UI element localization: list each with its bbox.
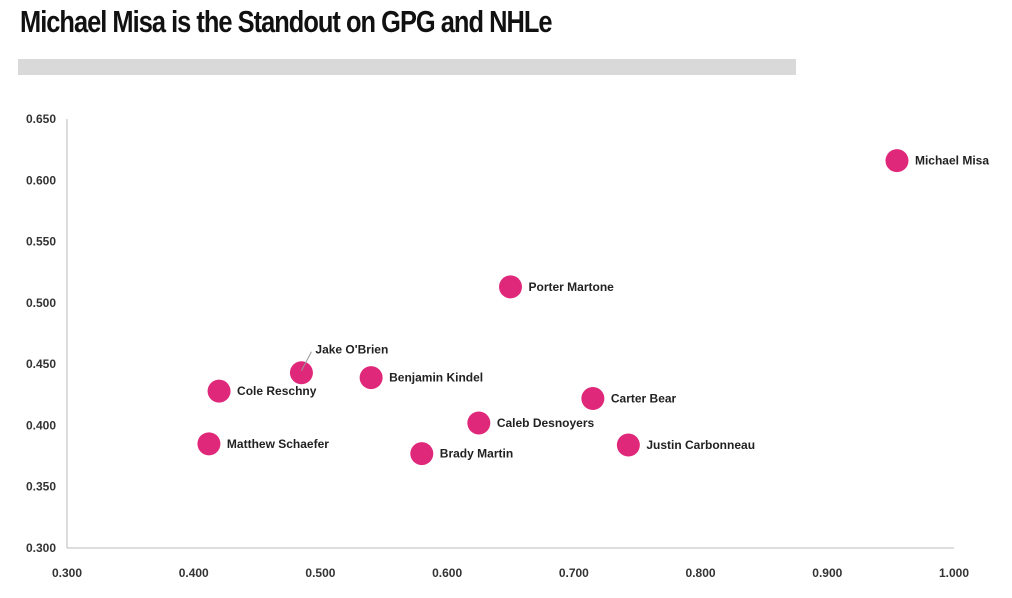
point-label: Carter Bear (611, 391, 677, 405)
data-point: Matthew Schaefer (197, 432, 329, 456)
point-label: Benjamin Kindel (389, 371, 483, 385)
data-point: Jake O'Brien (289, 343, 388, 385)
point-label: Porter Martone (529, 280, 615, 294)
data-point: Brady Martin (410, 442, 513, 466)
point-label: Caleb Desnoyers (497, 416, 595, 430)
data-points: Michael Misa Porter Martone Jake O'BrienBe… (197, 149, 989, 466)
point-label: Brady Martin (440, 447, 513, 461)
label-leader-line (300, 351, 312, 371)
point-label: Justin Carbonneau (646, 438, 755, 452)
data-point: Benjamin Kindel (359, 366, 483, 390)
x-tick-label: 0.400 (179, 566, 209, 580)
data-point: Justin Carbonneau (616, 433, 755, 457)
point-label: Cole Reschny (237, 384, 317, 398)
point-marker (197, 432, 221, 456)
x-tick-label: 0.700 (559, 566, 589, 580)
y-tick-label: 0.450 (26, 357, 56, 371)
x-tick-label: 0.800 (686, 566, 716, 580)
point-marker (289, 361, 313, 385)
data-point: Carter Bear (581, 386, 677, 410)
point-label: Michael Misa (915, 154, 989, 168)
point-marker (616, 433, 640, 457)
point-marker (467, 411, 491, 435)
y-tick-label: 0.300 (26, 541, 56, 555)
axes (66, 119, 954, 549)
y-tick-label: 0.550 (26, 235, 56, 249)
x-tick-label: 0.900 (812, 566, 842, 580)
y-tick-label: 0.600 (26, 173, 56, 187)
x-tick-label: 0.300 (52, 566, 82, 580)
data-point: Porter Martone (499, 275, 615, 299)
point-marker (499, 275, 522, 299)
x-axis-ticks: 0.300 0.400 0.500 0.600 0.700 0.800 0.900 1.000 (52, 566, 969, 580)
x-tick-label: 0.500 (305, 566, 335, 580)
point-label: Matthew Schaefer (227, 437, 329, 451)
x-tick-label: 0.600 (432, 566, 462, 580)
y-tick-label: 0.350 (26, 480, 56, 494)
point-marker (581, 386, 605, 410)
data-point: Cole Reschny (207, 379, 317, 403)
chart-title: Michael Misa is the Standout on GPG and … (20, 4, 553, 39)
y-tick-label: 0.500 (26, 296, 56, 310)
data-point: Michael Misa (885, 149, 989, 173)
subtitle-bar (18, 59, 796, 75)
point-label: Jake O'Brien (315, 343, 388, 357)
point-marker (885, 149, 909, 173)
y-tick-label: 0.400 (26, 418, 56, 432)
x-tick-label: 1.000 (939, 566, 969, 580)
y-axis-ticks: 0.300 0.350 0.400 0.450 0.500 0.550 0.600 0.650 (26, 112, 56, 555)
y-tick-label: 0.650 (26, 112, 56, 126)
point-marker (359, 366, 383, 390)
data-point: Caleb Desnoyers (467, 411, 595, 435)
point-marker (410, 442, 434, 466)
point-marker (207, 379, 231, 403)
